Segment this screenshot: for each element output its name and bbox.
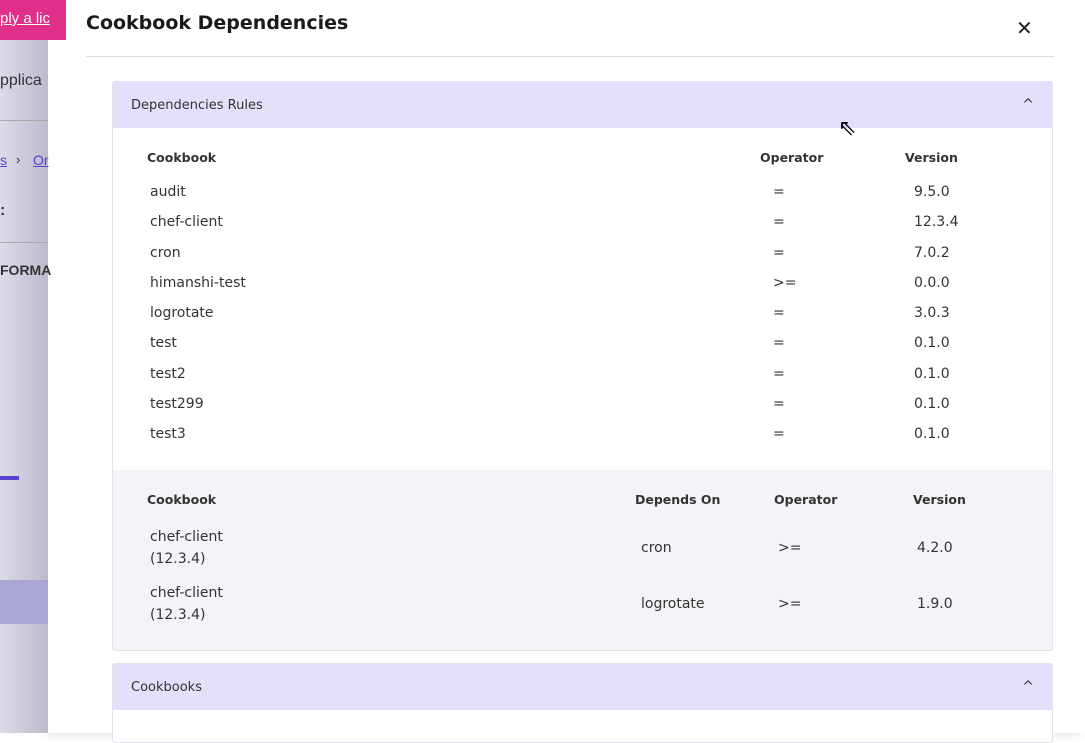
page-heading: : bbox=[0, 202, 6, 219]
column-header-operator: Operator bbox=[774, 492, 838, 507]
column-header-version: Version bbox=[913, 492, 966, 507]
version: 0.1.0 bbox=[914, 396, 950, 413]
table-row: cron = 7.0.2 bbox=[113, 239, 1052, 269]
table-row: chef-client (12.3.4) cron >= 4.2.0 bbox=[113, 524, 1052, 580]
version: 0.1.0 bbox=[914, 426, 950, 443]
cookbooks-header[interactable]: Cookbooks ^ bbox=[113, 664, 1052, 710]
table-row: test = 0.1.0 bbox=[113, 329, 1052, 359]
version: 0.0.0 bbox=[914, 274, 950, 291]
column-header-cookbook: Cookbook bbox=[147, 150, 217, 165]
table-row: himanshi-test >= 0.0.0 bbox=[113, 269, 1052, 299]
cookbook-name: cron bbox=[150, 244, 181, 261]
breadcrumb-link[interactable]: Or bbox=[33, 152, 49, 168]
version: 12.3.4 bbox=[914, 214, 959, 231]
cookbook-name: logrotate bbox=[150, 305, 214, 322]
operator: >= bbox=[773, 274, 797, 291]
operator: = bbox=[773, 426, 785, 443]
background-page: ply a lic pplica s › Or : FORMA bbox=[0, 0, 66, 733]
column-header-depends-on: Depends On bbox=[635, 492, 721, 507]
version: 0.1.0 bbox=[914, 365, 950, 382]
version: 9.5.0 bbox=[914, 184, 950, 200]
column-header-version: Version bbox=[905, 150, 958, 165]
version: 1.9.0 bbox=[917, 596, 953, 612]
cookbook-name: chef-client (12.3.4) bbox=[150, 529, 223, 567]
operator: = bbox=[773, 305, 785, 322]
section-tab: FORMA bbox=[0, 262, 52, 278]
version: 7.0.2 bbox=[914, 244, 950, 261]
version: 4.2.0 bbox=[917, 540, 953, 556]
chevron-up-icon[interactable]: ^ bbox=[1022, 97, 1034, 113]
operator: >= bbox=[778, 540, 802, 556]
table-row: chef-client = 12.3.4 bbox=[113, 208, 1052, 238]
column-header-operator: Operator bbox=[760, 150, 824, 165]
operator: = bbox=[773, 365, 785, 382]
cookbook-name: chef-client (12.3.4) bbox=[150, 585, 223, 623]
version: 0.1.0 bbox=[914, 335, 950, 352]
dependencies-rules-header[interactable]: Dependencies Rules ^ bbox=[113, 82, 1052, 128]
app-name: pplica bbox=[0, 72, 42, 89]
version: 3.0.3 bbox=[914, 305, 950, 322]
close-icon[interactable]: ✕ bbox=[1016, 16, 1033, 40]
cookbook-name: test299 bbox=[150, 396, 204, 413]
license-banner-link[interactable]: ply a lic bbox=[0, 0, 66, 40]
operator: = bbox=[773, 184, 785, 200]
breadcrumb-link[interactable]: s bbox=[0, 152, 7, 168]
cookbook-name: test2 bbox=[150, 365, 186, 382]
cookbook-name: test bbox=[150, 335, 177, 352]
operator: = bbox=[773, 335, 785, 352]
mouse-cursor-icon: ⇖ bbox=[838, 116, 857, 141]
operator: = bbox=[773, 244, 785, 261]
depends-on: cron bbox=[641, 540, 672, 556]
operator: = bbox=[773, 214, 785, 231]
panel-title: Dependencies Rules bbox=[131, 97, 263, 113]
cookbook-name: test3 bbox=[150, 426, 186, 443]
table-row: logrotate = 3.0.3 bbox=[113, 299, 1052, 329]
table-row: test3 = 0.1.0 bbox=[113, 420, 1052, 450]
chevron-up-icon[interactable]: ^ bbox=[1022, 679, 1034, 695]
cookbook-name: himanshi-test bbox=[150, 274, 246, 291]
table-row: test2 = 0.1.0 bbox=[113, 360, 1052, 390]
cookbook-dependencies-modal: Cookbook Dependencies ✕ Dependencies Rul… bbox=[48, 0, 1085, 743]
panel-title: Cookbooks bbox=[131, 679, 202, 695]
table-row: test299 = 0.1.0 bbox=[113, 390, 1052, 420]
operator: = bbox=[773, 396, 785, 413]
depends-on: logrotate bbox=[641, 596, 705, 612]
column-header-cookbook: Cookbook bbox=[147, 492, 217, 507]
cookbook-name: audit bbox=[150, 184, 186, 200]
cookbooks-panel: Cookbooks ^ bbox=[112, 663, 1053, 743]
dependencies-rules-panel: Dependencies Rules ^ Cookbook Operator V… bbox=[112, 81, 1053, 651]
modal-title: Cookbook Dependencies bbox=[86, 12, 349, 34]
table-row: audit = 9.5.0 bbox=[113, 178, 1052, 208]
table-row: chef-client (12.3.4) logrotate >= 1.9.0 bbox=[113, 580, 1052, 636]
operator: >= bbox=[778, 596, 802, 612]
cookbook-name: chef-client bbox=[150, 214, 223, 231]
